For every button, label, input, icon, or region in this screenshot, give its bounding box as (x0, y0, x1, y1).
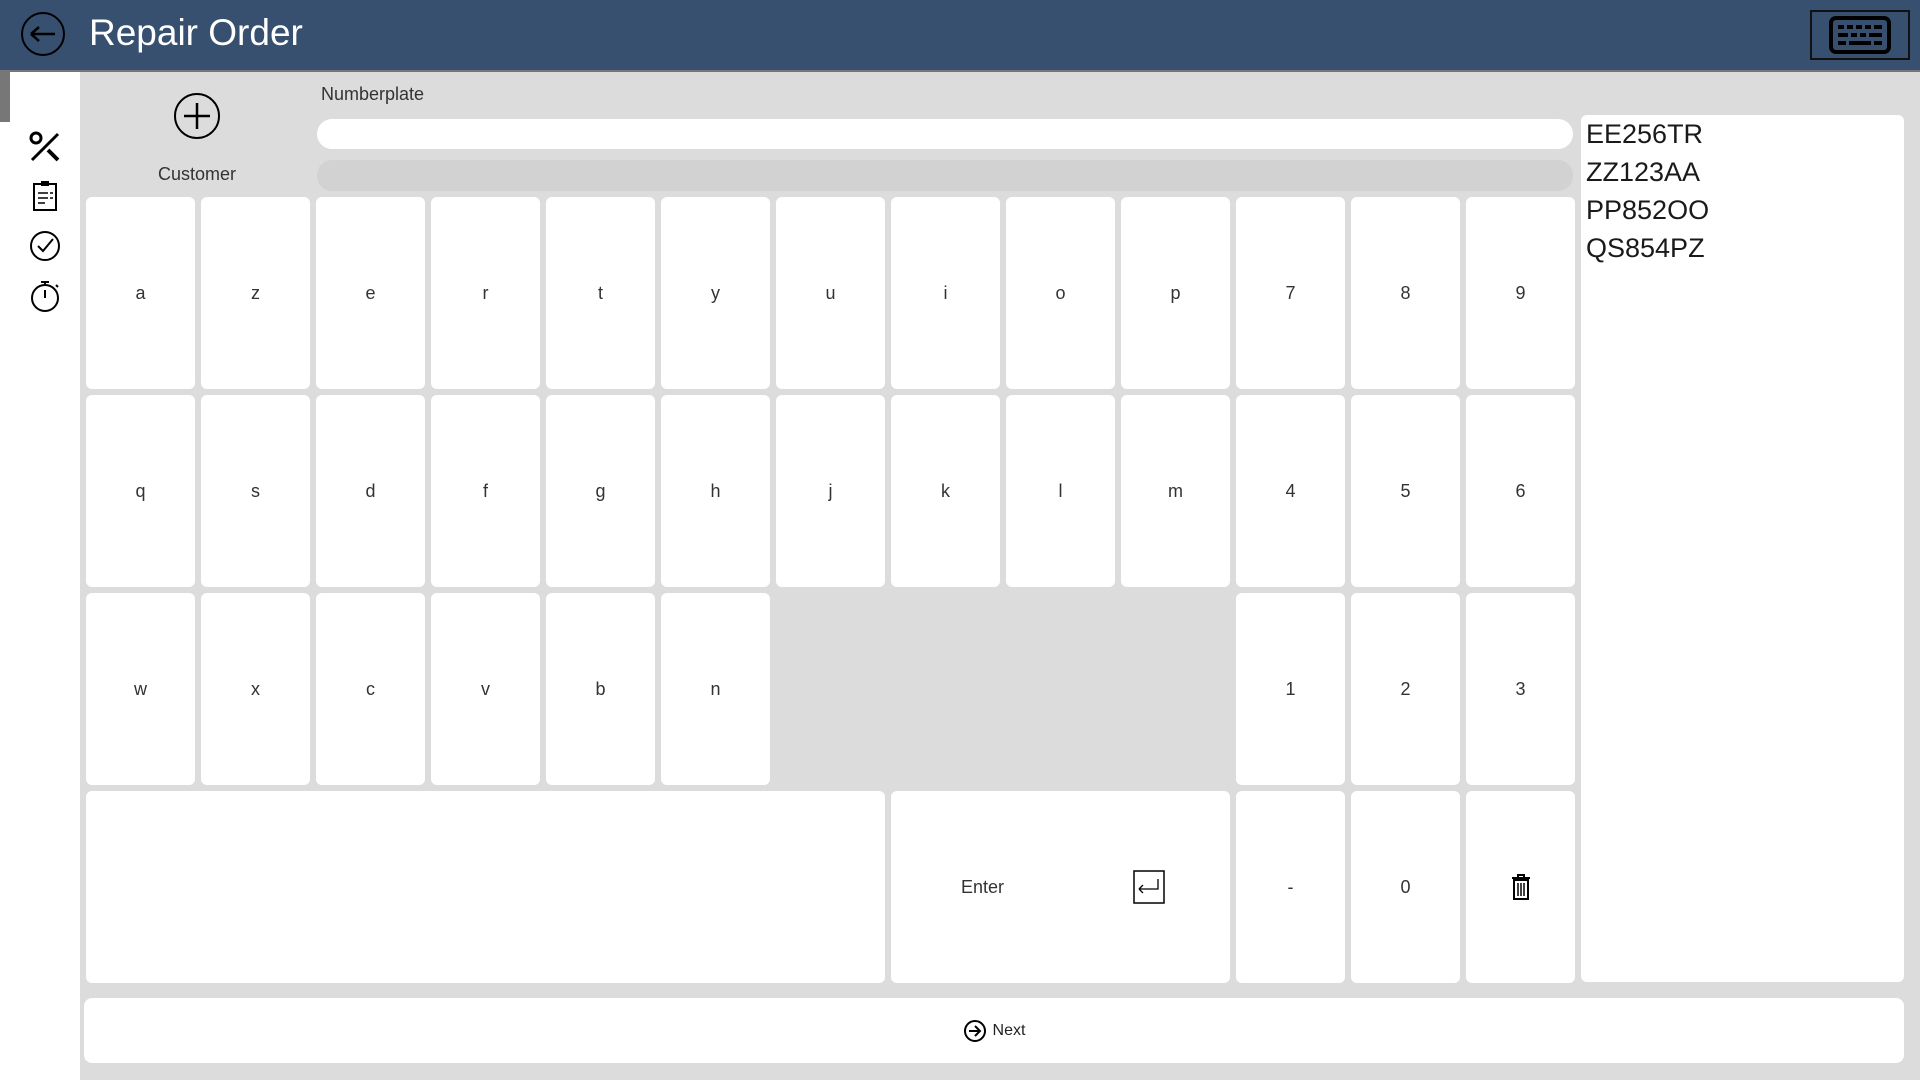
numberplate-input[interactable] (317, 119, 1573, 149)
delete-key[interactable] (1466, 791, 1575, 983)
back-arrow-icon (30, 26, 55, 42)
sidebar-item-tools[interactable] (26, 128, 64, 166)
key-4[interactable]: 4 (1236, 395, 1345, 587)
key-a[interactable]: a (86, 197, 195, 389)
suggestion-item[interactable]: QS854PZ (1586, 233, 1705, 263)
key-b[interactable]: b (546, 593, 655, 785)
key-q[interactable]: q (86, 395, 195, 587)
key-f[interactable]: f (431, 395, 540, 587)
key-c[interactable]: c (316, 593, 425, 785)
header-bar (0, 0, 1920, 72)
key-n[interactable]: n (661, 593, 770, 785)
clipboard-icon (33, 181, 57, 211)
key-p[interactable]: p (1121, 197, 1230, 389)
suggestion-item[interactable]: PP852OO (1586, 195, 1710, 225)
key-o[interactable]: o (1006, 197, 1115, 389)
key-3[interactable]: 3 (1466, 593, 1575, 785)
key-z[interactable]: z (201, 197, 310, 389)
arrow-right-circle-icon (963, 1019, 986, 1042)
suggestion-item[interactable]: EE256TR (1586, 119, 1704, 149)
key-u[interactable]: u (776, 197, 885, 389)
key-d[interactable]: d (316, 395, 425, 587)
key-s[interactable]: s (201, 395, 310, 587)
key-y[interactable]: y (661, 197, 770, 389)
stopwatch-icon (31, 281, 59, 312)
key-2[interactable]: 2 (1351, 593, 1460, 785)
key-9[interactable]: 9 (1466, 197, 1575, 389)
key-m[interactable]: m (1121, 395, 1230, 587)
enter-label: Enter (961, 876, 1005, 897)
key-1[interactable]: 1 (1236, 593, 1345, 785)
plus-circle-icon (184, 103, 210, 129)
key-x[interactable]: x (201, 593, 310, 785)
suggestion-item[interactable]: ZZ123AA (1586, 157, 1701, 187)
enter-return-icon (1133, 870, 1165, 904)
key-e[interactable]: e (316, 197, 425, 389)
key-0[interactable]: 0 (1351, 791, 1460, 983)
key-6[interactable]: 6 (1466, 395, 1575, 587)
sidebar-item-complete[interactable] (26, 227, 64, 265)
keyboard-toggle-button[interactable] (1810, 10, 1910, 60)
page-title: Repair Order (89, 12, 303, 53)
key-r[interactable]: r (431, 197, 540, 389)
next-button[interactable]: Next (84, 998, 1904, 1063)
space-key[interactable] (86, 791, 885, 983)
numberplate-suggestions-list: EE256TR ZZ123AA PP852OO QS854PZ (1581, 115, 1904, 982)
key-i[interactable]: i (891, 197, 1000, 389)
tools-icon (29, 131, 60, 162)
keyboard-icon (1829, 16, 1891, 54)
enter-key[interactable]: Enter (891, 791, 1230, 983)
key-w[interactable]: w (86, 593, 195, 785)
trash-icon (1511, 874, 1530, 900)
customer-label: Customer (157, 164, 237, 184)
customer-field[interactable] (317, 160, 1573, 191)
key-dash[interactable]: - (1236, 791, 1345, 983)
numberplate-label: Numberplate (321, 84, 425, 104)
key-g[interactable]: g (546, 395, 655, 587)
key-h[interactable]: h (661, 395, 770, 587)
sidebar-item-checklist[interactable] (26, 177, 64, 215)
key-v[interactable]: v (431, 593, 540, 785)
add-customer-button[interactable] (174, 93, 220, 139)
sidebar-selection-indicator (0, 72, 10, 122)
key-t[interactable]: t (546, 197, 655, 389)
check-circle-icon (30, 231, 60, 261)
key-j[interactable]: j (776, 395, 885, 587)
key-l[interactable]: l (1006, 395, 1115, 587)
next-label: Next (992, 1021, 1026, 1039)
back-button[interactable] (21, 12, 65, 56)
sidebar (0, 72, 80, 1080)
key-5[interactable]: 5 (1351, 395, 1460, 587)
sidebar-item-timer[interactable] (26, 277, 64, 315)
key-7[interactable]: 7 (1236, 197, 1345, 389)
key-k[interactable]: k (891, 395, 1000, 587)
key-8[interactable]: 8 (1351, 197, 1460, 389)
